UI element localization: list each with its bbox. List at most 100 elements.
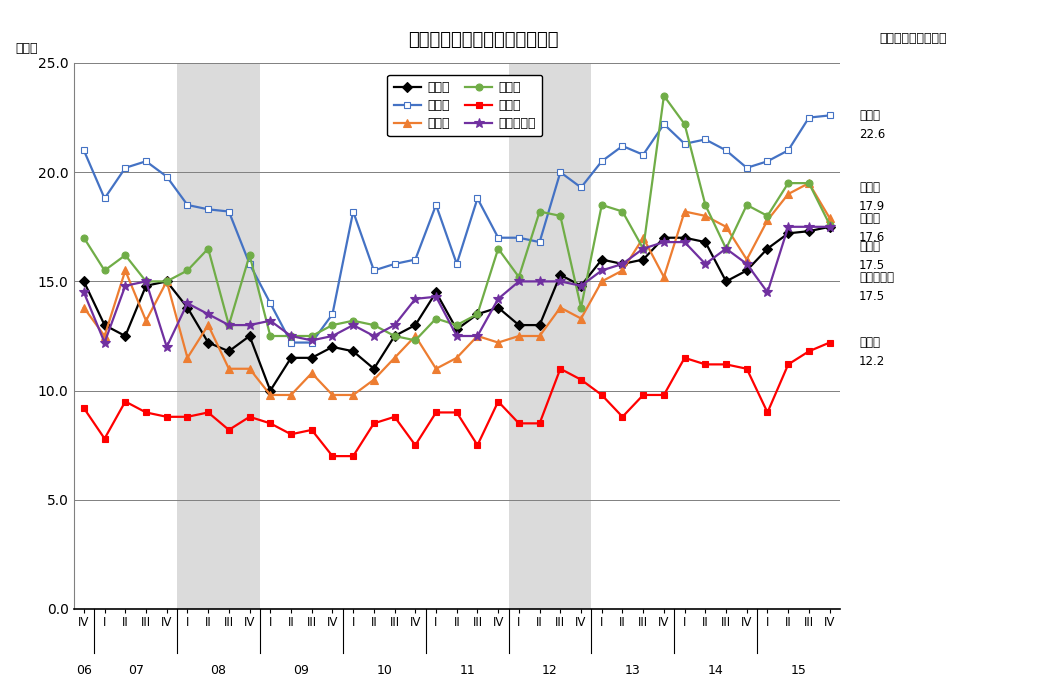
建設業 [346, 391, 359, 399]
製造業 [327, 310, 339, 319]
建設業 [595, 277, 608, 286]
卸売業 [244, 251, 256, 260]
サービス業 [450, 332, 463, 340]
小売業 [388, 412, 401, 421]
サービス業 [740, 260, 753, 268]
卸売業 [637, 244, 650, 253]
製造業 [182, 201, 194, 209]
製造業 [802, 113, 815, 122]
サービス業 [823, 223, 836, 231]
Text: 産業別設備投資実施割合の推移: 産業別設備投資実施割合の推移 [407, 32, 559, 50]
製造業 [471, 194, 484, 202]
製造業 [782, 146, 795, 155]
卸売業 [533, 207, 546, 216]
Text: 17.9: 17.9 [859, 200, 885, 213]
小売業 [471, 441, 484, 449]
製造業 [78, 146, 90, 155]
サービス業 [99, 338, 111, 346]
製造業 [719, 146, 732, 155]
小売業 [368, 419, 380, 428]
小売業 [595, 391, 608, 399]
卸売業 [740, 201, 753, 209]
小売業 [223, 426, 235, 434]
小売業 [761, 408, 774, 416]
小売業 [450, 408, 463, 416]
サービス業 [78, 288, 90, 297]
全産業 [471, 310, 484, 319]
製造業 [410, 256, 422, 264]
全産業 [161, 277, 173, 286]
製造業 [823, 111, 836, 120]
卸売業 [657, 92, 670, 100]
卸売業 [327, 321, 339, 329]
製造業 [740, 164, 753, 172]
Line: 製造業: 製造業 [81, 112, 833, 346]
サービス業 [140, 277, 152, 286]
卸売業 [554, 211, 567, 220]
全産業 [823, 223, 836, 231]
小売業 [161, 412, 173, 421]
全産業 [699, 238, 712, 246]
Line: 建設業: 建設業 [80, 179, 834, 399]
サービス業 [346, 321, 359, 329]
建設業 [182, 354, 194, 362]
建設業 [368, 375, 380, 384]
小売業 [637, 391, 650, 399]
製造業 [119, 164, 131, 172]
サービス業 [782, 223, 795, 231]
サービス業 [533, 277, 546, 286]
製造業 [699, 135, 712, 143]
建設業 [740, 256, 753, 264]
建設業 [616, 266, 629, 274]
小売業 [410, 441, 422, 449]
製造業 [99, 194, 111, 202]
建設業 [429, 365, 442, 373]
Text: 11: 11 [459, 664, 475, 677]
全産業 [182, 303, 194, 312]
全産業 [657, 234, 670, 242]
全産業 [223, 347, 235, 356]
Text: 建設業: 建設業 [859, 181, 880, 194]
建設業 [637, 234, 650, 242]
全産業 [740, 266, 753, 274]
全産業 [616, 260, 629, 268]
小売業 [429, 408, 442, 416]
全産業 [368, 365, 380, 373]
製造業 [595, 157, 608, 165]
小売業 [182, 412, 194, 421]
建設業 [512, 332, 525, 340]
製造業 [264, 299, 276, 307]
小売業 [699, 360, 712, 369]
建設業 [533, 332, 546, 340]
サービス業 [223, 321, 235, 329]
建設業 [782, 190, 795, 198]
卸売業 [450, 321, 463, 329]
全産業 [678, 234, 691, 242]
Text: 13: 13 [625, 664, 640, 677]
サービス業 [202, 310, 214, 319]
サービス業 [678, 238, 691, 246]
サービス業 [595, 266, 608, 274]
小売業 [327, 452, 339, 461]
卸売業 [285, 332, 297, 340]
サービス業 [306, 336, 318, 344]
卸売業 [182, 266, 194, 274]
卸売業 [99, 266, 111, 274]
建設業 [78, 303, 90, 312]
卸売業 [346, 316, 359, 325]
卸売業 [223, 321, 235, 329]
全産業 [512, 321, 525, 329]
全産業 [533, 321, 546, 329]
Line: 卸売業: 卸売業 [81, 92, 833, 344]
建設業 [657, 273, 670, 281]
Text: サービス業: サービス業 [859, 270, 895, 284]
Text: 17.6: 17.6 [859, 231, 885, 244]
全産業 [306, 354, 318, 362]
卸売業 [140, 277, 152, 286]
全産業 [554, 271, 567, 279]
建設業 [554, 303, 567, 312]
サービス業 [719, 244, 732, 253]
卸売業 [119, 251, 131, 260]
小売業 [99, 435, 111, 443]
製造業 [202, 205, 214, 214]
